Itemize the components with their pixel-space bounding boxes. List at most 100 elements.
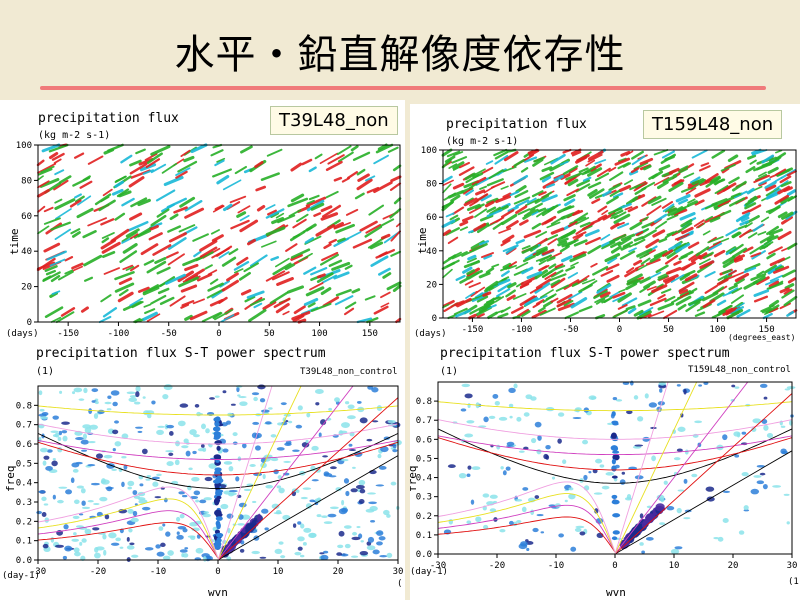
y-unit-label: (day-1) (410, 567, 448, 577)
precip-streak (222, 203, 233, 212)
precip-streak (366, 186, 380, 194)
spectral-power-blob (530, 396, 537, 401)
precip-streak (165, 251, 179, 259)
spectral-power-blob (694, 420, 703, 424)
spectral-power-blob (323, 471, 330, 476)
precip-streak (373, 181, 393, 194)
spectral-power-blob (531, 437, 537, 444)
spectral-power-blob (611, 475, 618, 479)
precip-streak (544, 271, 557, 281)
precip-streak (72, 176, 91, 187)
precip-streak (500, 266, 511, 272)
spectral-power-blob (659, 522, 666, 526)
precip-streak (699, 260, 715, 269)
spectral-power-blob (536, 449, 542, 455)
spectral-power-blob (458, 472, 467, 479)
precip-streak (725, 228, 739, 237)
precip-streak (443, 302, 459, 312)
spectral-power-blob (39, 408, 45, 412)
spectral-power-blob (615, 399, 623, 402)
spectral-power-blob (134, 503, 138, 506)
precip-streak (768, 246, 783, 255)
precip-streak (336, 145, 352, 156)
precip-streak (290, 193, 305, 203)
spectral-power-blob (572, 417, 582, 420)
precip-streak (529, 285, 543, 294)
spectral-power-blob (756, 480, 765, 485)
spectral-power-blob (540, 531, 545, 534)
precip-streak (331, 261, 351, 271)
precip-streak (352, 151, 371, 162)
precip-streak (657, 274, 668, 281)
precip-streak (532, 158, 544, 167)
precip-streak (310, 302, 332, 312)
precip-streak (781, 269, 796, 278)
spectral-power-blob (243, 488, 252, 492)
precip-streak (470, 291, 478, 297)
precip-streak (483, 297, 495, 306)
precip-streak (664, 277, 676, 285)
spectral-power-blob (280, 402, 287, 406)
spectral-power-blob (311, 479, 319, 482)
precip-streak (335, 223, 355, 234)
precip-streak (146, 260, 167, 274)
spectral-power-blob (143, 410, 151, 416)
precip-streak (625, 305, 636, 311)
precip-streak (617, 292, 632, 303)
precip-streak (775, 149, 783, 154)
precip-streak (442, 183, 452, 194)
y-tick-label: 0.0 (16, 556, 32, 566)
precip-streak (535, 231, 548, 239)
precip-streak (327, 154, 345, 165)
precip-streak (554, 263, 564, 269)
precip-streak (306, 199, 315, 205)
spectral-power-blob (214, 421, 220, 427)
spectral-power-blob (97, 409, 105, 414)
precip-streak (370, 255, 389, 267)
precip-streak (37, 168, 53, 176)
precip-streak (354, 192, 365, 200)
precip-streak (159, 276, 176, 288)
precip-streak (178, 224, 196, 233)
precip-streak (610, 222, 620, 230)
precip-streak (749, 244, 765, 255)
precip-streak (218, 251, 230, 259)
precip-streak (759, 234, 775, 244)
precip-streak (515, 199, 530, 208)
precip-streak (325, 160, 343, 172)
precip-streak (181, 300, 195, 307)
precip-streak (246, 290, 265, 299)
spectral-power-blob (328, 475, 337, 478)
precip-streak (73, 152, 85, 159)
precip-streak (103, 267, 120, 275)
kelvin-dispersion-line (614, 393, 792, 554)
precip-streak (538, 260, 547, 266)
precip-streak (487, 311, 498, 320)
precip-streak (729, 243, 744, 255)
precip-streak (678, 281, 695, 293)
precip-streak (758, 171, 767, 177)
precip-streak (651, 197, 667, 206)
precip-streak (111, 188, 124, 196)
precip-streak (689, 178, 707, 190)
precip-streak (306, 199, 325, 212)
precip-streak (668, 181, 684, 192)
spectral-power-blob (82, 433, 88, 440)
precip-streak (115, 175, 127, 182)
precip-streak (739, 228, 752, 238)
precip-streak (169, 213, 179, 221)
spectral-power-blob (110, 390, 120, 396)
precip-streak (212, 168, 232, 178)
spectral-power-blob (658, 384, 667, 389)
precip-streak (129, 162, 148, 175)
spectral-power-blob (189, 495, 199, 500)
precip-streak (313, 212, 322, 217)
precip-streak (514, 189, 529, 199)
precip-streak (135, 148, 146, 155)
precip-streak (58, 175, 72, 184)
precip-streak (750, 273, 767, 281)
precip-streak (733, 190, 748, 199)
precip-streak (321, 274, 338, 284)
precip-streak (144, 152, 158, 161)
spectral-power-blob (274, 548, 283, 555)
